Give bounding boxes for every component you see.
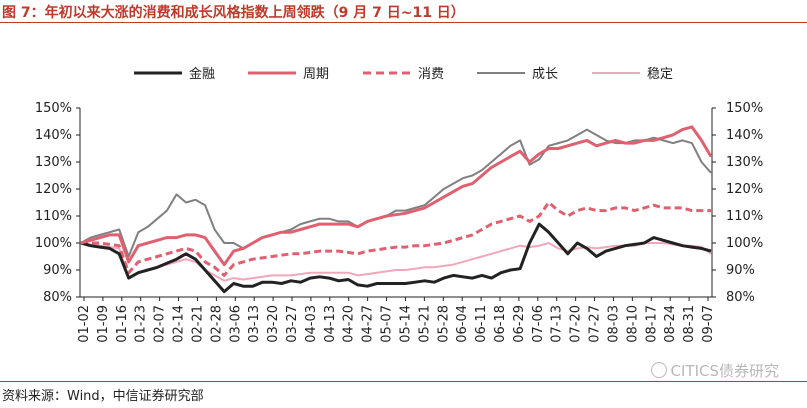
series-line-2 [81,201,711,277]
x-tick-label: 09-07 [701,305,716,343]
series-line-3 [80,128,712,258]
series-line-1 [80,125,713,267]
legend-label-2: 消费 [418,67,444,82]
right-y-tick-label: 140% [726,128,763,143]
left-y-tick-label: 90% [43,263,72,278]
x-tick-label: 07-06 [531,305,546,343]
right-y-tick-label: 110% [726,209,763,224]
x-tick-label: 02-21 [190,305,205,343]
x-tick-label: 02-28 [209,305,224,343]
figure-title: 图 7：年初以来大涨的消费和成长风格指数上周领跌（9 月 7 日~11 日） [2,5,465,21]
right-y-axis: 80% 90% 100% 110% 120% 130% 140% 150% [711,101,763,305]
legend-label-3: 成长 [532,67,558,82]
x-tick-label: 04-03 [304,305,319,343]
x-tick-label: 08-17 [644,305,659,343]
title-divider [0,22,807,23]
watermark: CITICS债券研究 [650,360,779,381]
plot-lines [80,125,713,294]
right-y-tick-label: 120% [726,182,763,197]
series-line-0 [80,222,712,294]
x-tick-label: 02-14 [172,305,187,343]
right-y-tick-label: 80% [726,290,755,305]
x-tick-label: 05-21 [417,305,432,343]
x-tick-label: 08-24 [663,305,678,343]
x-tick-label: 05-07 [380,305,395,343]
x-tick-label: 01-23 [134,305,149,343]
x-tick-label: 04-13 [323,305,338,343]
x-tick-label: 01-16 [115,305,130,343]
left-y-tick-label: 100% [35,236,72,251]
x-tick-label: 03-27 [285,305,300,343]
chart-legend: 金融 周期 消费 成长 稳定 [134,66,673,82]
line-chart: 金融 周期 消费 成长 稳定 80% 90% 100% 110% 120% 130% 140% 150… [35,66,763,343]
left-y-tick-label: 140% [35,128,72,143]
x-tick-label: 06-18 [493,305,508,343]
x-tick-label: 07-13 [550,305,565,343]
x-tick-label: 08-03 [606,305,621,343]
left-y-axis: 80% 90% 100% 110% 120% 130% 140% 150% [35,101,81,305]
legend-label-4: 稳定 [647,66,673,82]
x-tick-label: 06-11 [474,305,489,343]
source-note: 资料来源：Wind，中信证券研究部 [2,389,204,404]
left-y-tick-label: 80% [43,290,72,305]
legend-label-1: 周期 [303,67,329,82]
x-tick-label: 03-20 [266,305,281,343]
series-line-4 [80,242,712,282]
x-tick-label: 05-28 [436,305,451,343]
left-y-tick-label: 150% [35,101,72,116]
x-tick-label: 04-27 [361,305,376,343]
x-axis: 01-02 01-09 01-16 01-23 02-07 02-14 02-21 02-28… [77,296,716,343]
footer-divider [0,381,807,382]
left-y-tick-label: 120% [35,182,72,197]
left-y-tick-label: 110% [35,209,72,224]
right-y-tick-label: 90% [726,263,755,278]
legend-label-0: 金融 [189,66,215,82]
x-tick-label: 01-02 [77,305,92,343]
x-tick-label: 05-14 [398,305,413,343]
watermark-text: CITICS债券研究 [670,362,779,380]
x-tick-label: 07-27 [588,305,603,343]
x-tick-label: 07-20 [569,305,584,343]
left-y-tick-label: 130% [35,155,72,170]
x-tick-label: 06-04 [455,305,470,343]
right-y-tick-label: 130% [726,155,763,170]
x-tick-label: 08-31 [682,305,697,343]
x-tick-label: 06-29 [512,305,527,343]
x-tick-label: 08-10 [625,305,640,343]
x-tick-label: 01-09 [96,305,111,343]
x-tick-label: 02-07 [153,305,168,343]
right-y-tick-label: 150% [726,101,763,116]
x-tick-label: 03-13 [247,305,262,343]
x-tick-label: 03-06 [228,305,243,343]
x-tick-label: 04-20 [342,305,357,343]
right-y-tick-label: 100% [726,236,763,251]
wechat-icon [650,362,667,378]
